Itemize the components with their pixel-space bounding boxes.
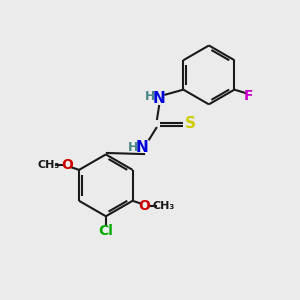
Text: S: S bbox=[185, 116, 196, 131]
Text: O: O bbox=[138, 199, 150, 213]
Text: H: H bbox=[145, 91, 155, 103]
Text: N: N bbox=[153, 91, 166, 106]
Text: F: F bbox=[244, 89, 253, 103]
Text: H: H bbox=[128, 141, 138, 154]
Text: N: N bbox=[136, 140, 148, 155]
Text: O: O bbox=[61, 158, 73, 172]
Text: Cl: Cl bbox=[98, 224, 113, 238]
Text: CH₃: CH₃ bbox=[37, 160, 59, 170]
Text: CH₃: CH₃ bbox=[152, 201, 175, 211]
